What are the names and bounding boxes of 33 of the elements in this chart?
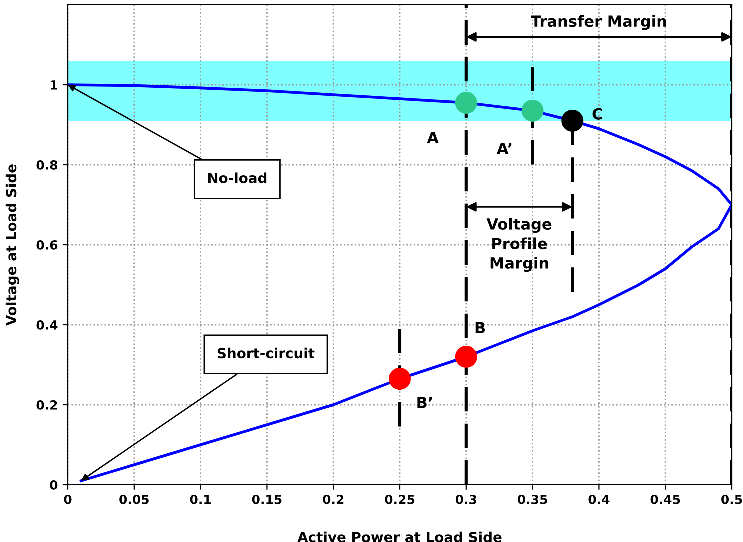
x-tick-label: 0.25 [385,494,415,504]
annotation: A’ [496,142,512,154]
annotation: B’ [418,397,432,408]
y-tick-label: 0.6 [36,240,58,250]
y-tick-label: 0.2 [36,400,58,410]
x-tick-label: 0.2 [323,494,344,504]
annotation: C [592,108,602,120]
y-axis-title: Voltage at Load Side [6,164,20,326]
annotation: Transfer Margin [531,15,666,30]
x-tick-label: 0.45 [650,494,680,504]
y-tick-label: 0 [50,480,58,490]
annotation: A [427,132,439,144]
x-tick-label: 0.4 [588,494,610,504]
point [389,368,411,390]
x-tick-label: 0.3 [456,494,476,504]
point [522,100,544,122]
line-series [68,84,732,482]
point [455,92,478,114]
annotation: No-load [208,172,267,184]
x-tick-label: 0.15 [252,494,282,504]
point [562,110,584,132]
x-tick-label: 0 [64,494,72,504]
point [455,346,478,368]
x-tick-label: 0.5 [722,494,742,504]
y-tick-label: 0.4 [36,320,58,330]
x-tick-label: 0.1 [190,494,212,504]
annotation: Short-circuit [218,348,315,359]
annotation: Voltage Profile Margin [486,218,552,272]
x-tick-label: 0.35 [518,494,548,504]
x-tick-label: 0.05 [120,494,149,504]
y-tick-label: 0.8 [36,160,58,170]
y-tick-label: 1 [50,80,58,90]
annotation: B [476,322,486,334]
